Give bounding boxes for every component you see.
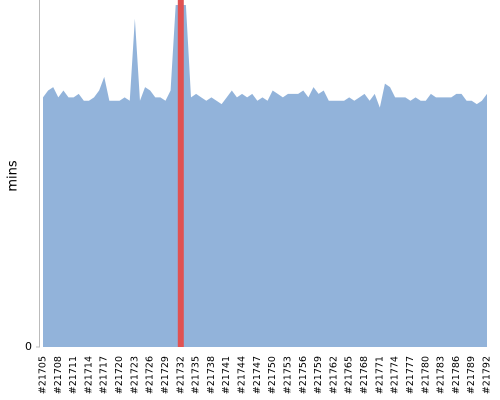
x-tick-label: #21789 <box>466 356 477 394</box>
y-tick-label: 0 <box>25 340 32 353</box>
x-tick-label: #21738 <box>206 356 217 394</box>
x-tick-label: #21765 <box>344 356 355 394</box>
x-tick-label: #21762 <box>328 356 339 394</box>
x-tick-label: #21732 <box>175 356 186 394</box>
x-tick-label: #21744 <box>237 356 248 394</box>
x-tick-label: #21705 <box>38 356 49 394</box>
x-tick-label: #21729 <box>160 356 171 394</box>
x-tick-label: #21714 <box>83 356 94 394</box>
highlight-bar <box>177 0 184 347</box>
x-tick-label: #21753 <box>282 356 293 394</box>
x-tick-label: #21726 <box>145 356 156 394</box>
x-tick-label: #21756 <box>298 356 309 394</box>
x-tick-label: #21717 <box>99 356 110 394</box>
x-tick-label: #21774 <box>390 356 401 394</box>
x-tick-label: #21708 <box>53 356 64 394</box>
x-tick-label: #21750 <box>267 356 278 394</box>
x-tick-label: #21759 <box>313 356 324 394</box>
y-axis-label: mins <box>6 160 21 192</box>
x-tick-label: #21747 <box>252 356 263 394</box>
x-tick-label: #21783 <box>436 356 447 394</box>
x-tick-label: #21723 <box>129 356 140 394</box>
x-tick-label: #21711 <box>68 356 79 394</box>
area <box>43 5 487 347</box>
x-tick-label: #21777 <box>405 356 416 394</box>
x-tick-label: #21720 <box>114 356 125 394</box>
x-tick-label: #21771 <box>374 356 385 394</box>
x-tick-label: #21768 <box>359 356 370 394</box>
x-tick-label: #21786 <box>451 356 462 394</box>
x-tick-label: #21735 <box>191 356 202 394</box>
x-tick-label: #21741 <box>221 356 232 394</box>
x-tick-label: #21780 <box>420 356 431 394</box>
x-tick-label: #21792 <box>482 356 493 394</box>
